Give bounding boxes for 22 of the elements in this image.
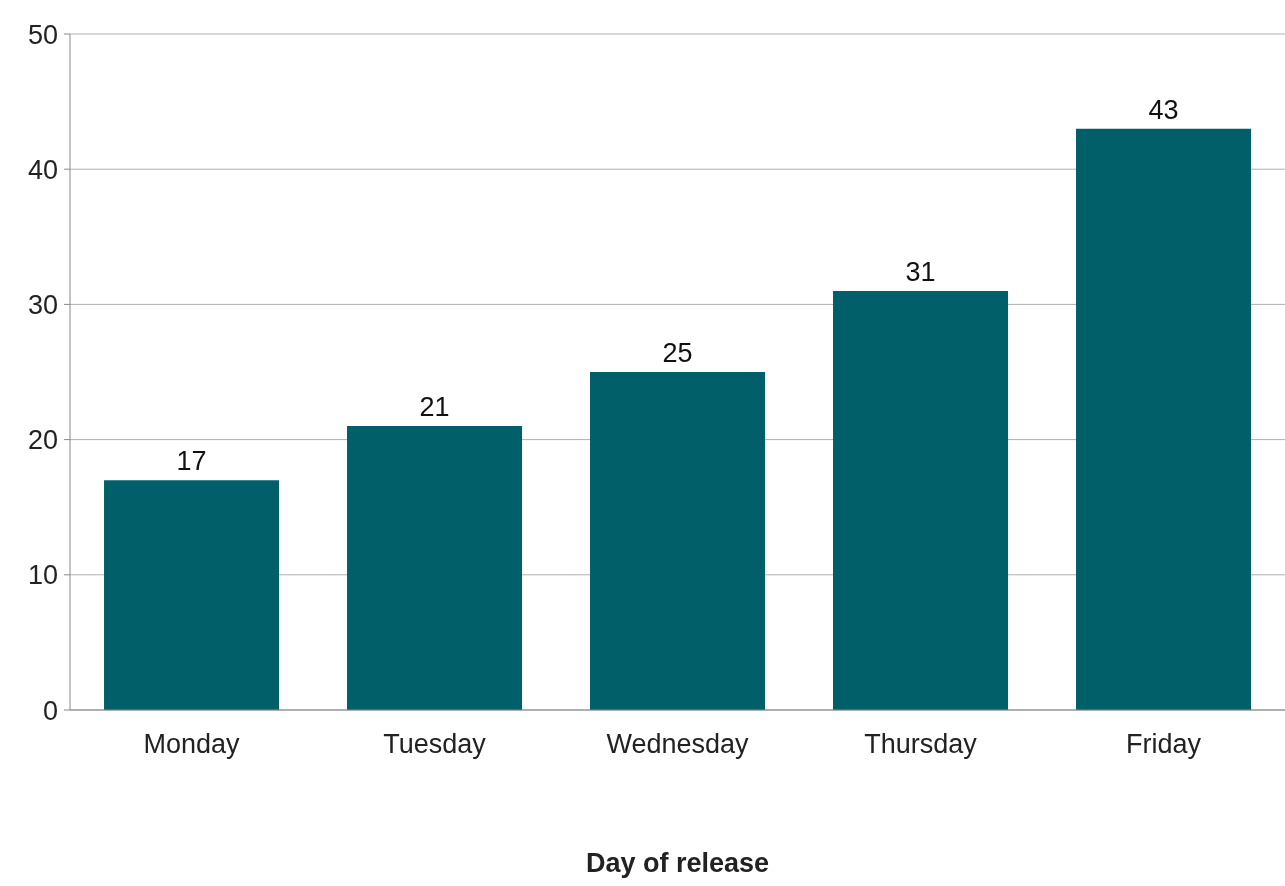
y-tick-label: 40 [27,154,58,185]
x-tick-label: Monday [143,729,241,760]
x-tick-label: Tuesday [383,729,487,760]
data-label: 31 [905,256,936,287]
y-tick-label: 10 [27,560,58,591]
y-tick-label: 0 [42,695,58,726]
data-label: 43 [1148,94,1179,125]
data-label: 21 [419,392,450,423]
bar [104,480,280,710]
x-tick-label: Friday [1125,729,1202,760]
y-tick-label: 30 [27,289,58,320]
y-tick-label: 20 [27,425,58,456]
bar [347,426,523,710]
data-label: 17 [176,446,207,477]
bar [590,372,766,710]
data-label: 25 [662,338,693,368]
x-axis-title: Day of release [585,848,770,878]
x-tick-label: Thursday [864,729,978,760]
bar [1076,128,1252,710]
bar [833,290,1009,710]
y-tick-label: 50 [27,19,58,50]
x-tick-label: Wednesday [606,729,750,760]
